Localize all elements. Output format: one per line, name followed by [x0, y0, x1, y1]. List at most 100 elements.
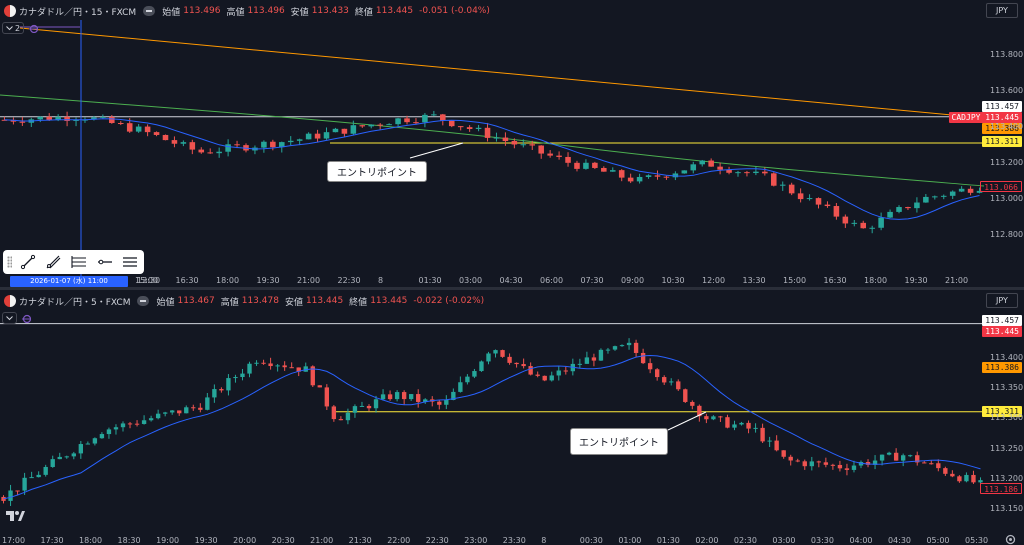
candle-body — [905, 207, 911, 209]
symbol-flag-icon[interactable] — [4, 5, 16, 17]
price-tick-label: 112.800 — [990, 230, 1024, 239]
trendline-tool-icon[interactable] — [18, 253, 38, 271]
moving-average-line[interactable] — [3, 354, 981, 500]
price-tick-label: 113.200 — [990, 158, 1024, 167]
top-entry-callout[interactable]: エントリポイント — [327, 161, 427, 182]
indicator-visibility-icon[interactable] — [21, 313, 31, 323]
minus-icon[interactable] — [143, 6, 156, 16]
time-tick-label: 19:30 — [904, 276, 928, 285]
candle-body — [950, 473, 955, 477]
candle-body — [99, 434, 105, 439]
candle-body — [767, 440, 772, 442]
candle-body — [408, 394, 414, 400]
candle-body — [563, 370, 568, 372]
candle-body — [479, 361, 484, 372]
top-legend: カナダドル／円・15・FXCM 始値 113.496 高値 113.496 安値 11… — [4, 3, 493, 19]
top-symbol-title[interactable]: カナダドル／円・15・FXCM — [19, 7, 137, 18]
candle-body — [627, 177, 634, 182]
time-tick-label: 23:00 — [464, 536, 488, 545]
candle-body — [964, 474, 969, 482]
candle-body — [22, 477, 27, 491]
time-tick-label: 17:00 — [2, 536, 26, 545]
candle-body — [645, 175, 652, 177]
time-tick-label: 21:00 — [310, 536, 334, 545]
candle-body — [310, 366, 315, 386]
top-tag-symbol-label: CADJPY — [951, 113, 981, 122]
candle-body — [162, 134, 169, 141]
candle-body — [681, 170, 688, 174]
fib-tool-icon[interactable] — [69, 253, 89, 271]
drawing-toolbar[interactable] — [3, 250, 144, 274]
time-tick-label: 8 — [541, 536, 547, 545]
price-tick-label: 113.600 — [990, 86, 1024, 95]
time-tick-label: 04:00 — [849, 536, 873, 545]
candle-body — [386, 124, 392, 126]
candle-body — [198, 407, 203, 410]
long-ma-orange-line[interactable] — [19, 27, 985, 119]
candle-body — [654, 369, 660, 378]
bottom-symbol-title[interactable]: カナダドル／円・5・FXCM — [19, 297, 131, 308]
candle-body — [444, 399, 449, 405]
tradingview-logo-icon[interactable] — [5, 510, 25, 525]
chart-pane-5min[interactable]: カナダドル／円・5・FXCM 始値 113.467 高値 113.478 安値 113… — [0, 290, 1024, 545]
parallel-lines-icon[interactable] — [120, 253, 140, 271]
callout-pointer — [667, 411, 707, 431]
candle-body — [781, 450, 786, 457]
time-tick-label: 20:30 — [271, 536, 295, 545]
candle-body — [261, 141, 267, 148]
horizontal-ray-icon[interactable] — [95, 253, 115, 271]
candle-body — [735, 172, 741, 174]
candle-body — [732, 424, 737, 428]
bottom-high-label: 高値 — [220, 297, 239, 308]
symbol-flag-icon[interactable] — [4, 295, 16, 307]
minus-icon[interactable] — [137, 296, 150, 306]
mid-ma-green-line[interactable] — [0, 94, 985, 187]
top-currency-select[interactable]: JPY — [986, 3, 1018, 18]
moving-average-line[interactable] — [4, 118, 980, 220]
top-change-value: -0.051 (-0.04%) — [419, 6, 490, 16]
time-tick-label: 18:00 — [864, 276, 888, 285]
candle-body — [184, 407, 189, 414]
candle-body — [535, 374, 540, 376]
candle-body — [373, 399, 379, 409]
time-tick-label: 23:30 — [502, 536, 526, 545]
time-tick-label: 21:00 — [297, 276, 321, 285]
indicator-toggle-button[interactable] — [2, 312, 17, 324]
top-low-label: 安値 — [290, 7, 309, 18]
indicator-visibility-icon[interactable] — [28, 23, 39, 33]
candle-body — [43, 466, 48, 475]
candle-body — [612, 346, 618, 350]
candle-body — [331, 406, 337, 420]
candle-body — [448, 120, 455, 127]
candle-body — [55, 116, 61, 121]
candle-body — [574, 162, 580, 169]
candle-body — [296, 139, 303, 141]
candle-body — [940, 195, 947, 197]
pane-divider[interactable] — [0, 287, 1024, 290]
candle-body — [289, 367, 294, 369]
ray-tool-icon[interactable] — [44, 253, 64, 271]
bottom-candle-plot[interactable] — [0, 290, 1024, 545]
toolbar-drag-handle[interactable] — [7, 256, 12, 268]
candle-body — [332, 128, 339, 133]
candle-body — [699, 160, 705, 165]
settings-gear-icon[interactable] — [1005, 534, 1016, 545]
time-tick-label: 04:30 — [499, 276, 523, 285]
candle-body — [19, 121, 26, 123]
bottom-currency-select[interactable]: JPY — [986, 293, 1018, 308]
chart-pane-15min[interactable]: カナダドル／円・15・FXCM 始値 113.496 高値 113.496 安値 11… — [0, 0, 1024, 288]
candle-body — [900, 455, 906, 461]
candle-body — [64, 456, 69, 458]
candle-body — [601, 167, 607, 172]
candle-body — [626, 342, 632, 346]
bottom-entry-callout[interactable]: エントリポイント — [570, 428, 668, 455]
candle-body — [865, 461, 871, 465]
top-open-value: 113.496 — [183, 6, 221, 16]
top-candle-plot[interactable] — [0, 0, 1024, 288]
candle-body — [212, 389, 217, 398]
indicator-toggle-button[interactable]: 2 — [2, 22, 25, 34]
candle-body — [141, 420, 147, 424]
top-low-value: 113.433 — [311, 6, 349, 16]
candle-body — [191, 407, 196, 409]
candle-body — [929, 463, 934, 465]
